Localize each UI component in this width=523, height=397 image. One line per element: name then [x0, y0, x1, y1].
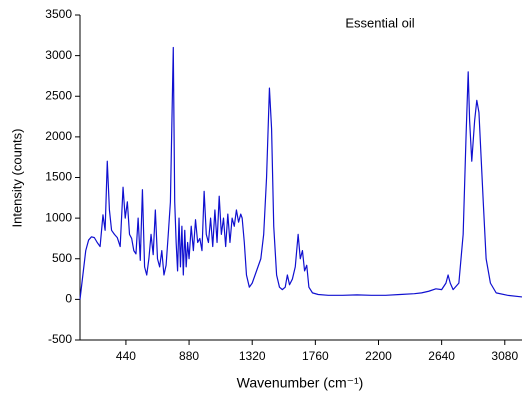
y-tick-label: 3500 — [45, 7, 72, 21]
x-tick-label: 2640 — [428, 349, 455, 363]
x-axis-label: Wavenumber (cm⁻¹) — [237, 375, 364, 391]
spectrum-line — [79, 46, 523, 300]
y-tick-label: -500 — [48, 332, 72, 346]
x-tick-label: 3080 — [491, 349, 518, 363]
x-tick-label: 880 — [179, 349, 199, 363]
x-tick-label: 1320 — [239, 349, 266, 363]
y-tick-label: 500 — [52, 251, 72, 265]
y-tick-label: 0 — [65, 292, 72, 306]
chart-title: Essential oil — [345, 15, 414, 30]
y-tick-label: 2500 — [45, 88, 72, 102]
y-axis-label: Intensity (counts) — [9, 129, 24, 228]
x-tick-label: 440 — [116, 349, 136, 363]
x-tick-label: 1760 — [302, 349, 329, 363]
y-tick-label: 2000 — [45, 129, 72, 143]
y-tick-label: 1500 — [45, 170, 72, 184]
y-tick-label: 3000 — [45, 48, 72, 62]
y-tick-label: 1000 — [45, 210, 72, 224]
x-tick-label: 2200 — [365, 349, 392, 363]
